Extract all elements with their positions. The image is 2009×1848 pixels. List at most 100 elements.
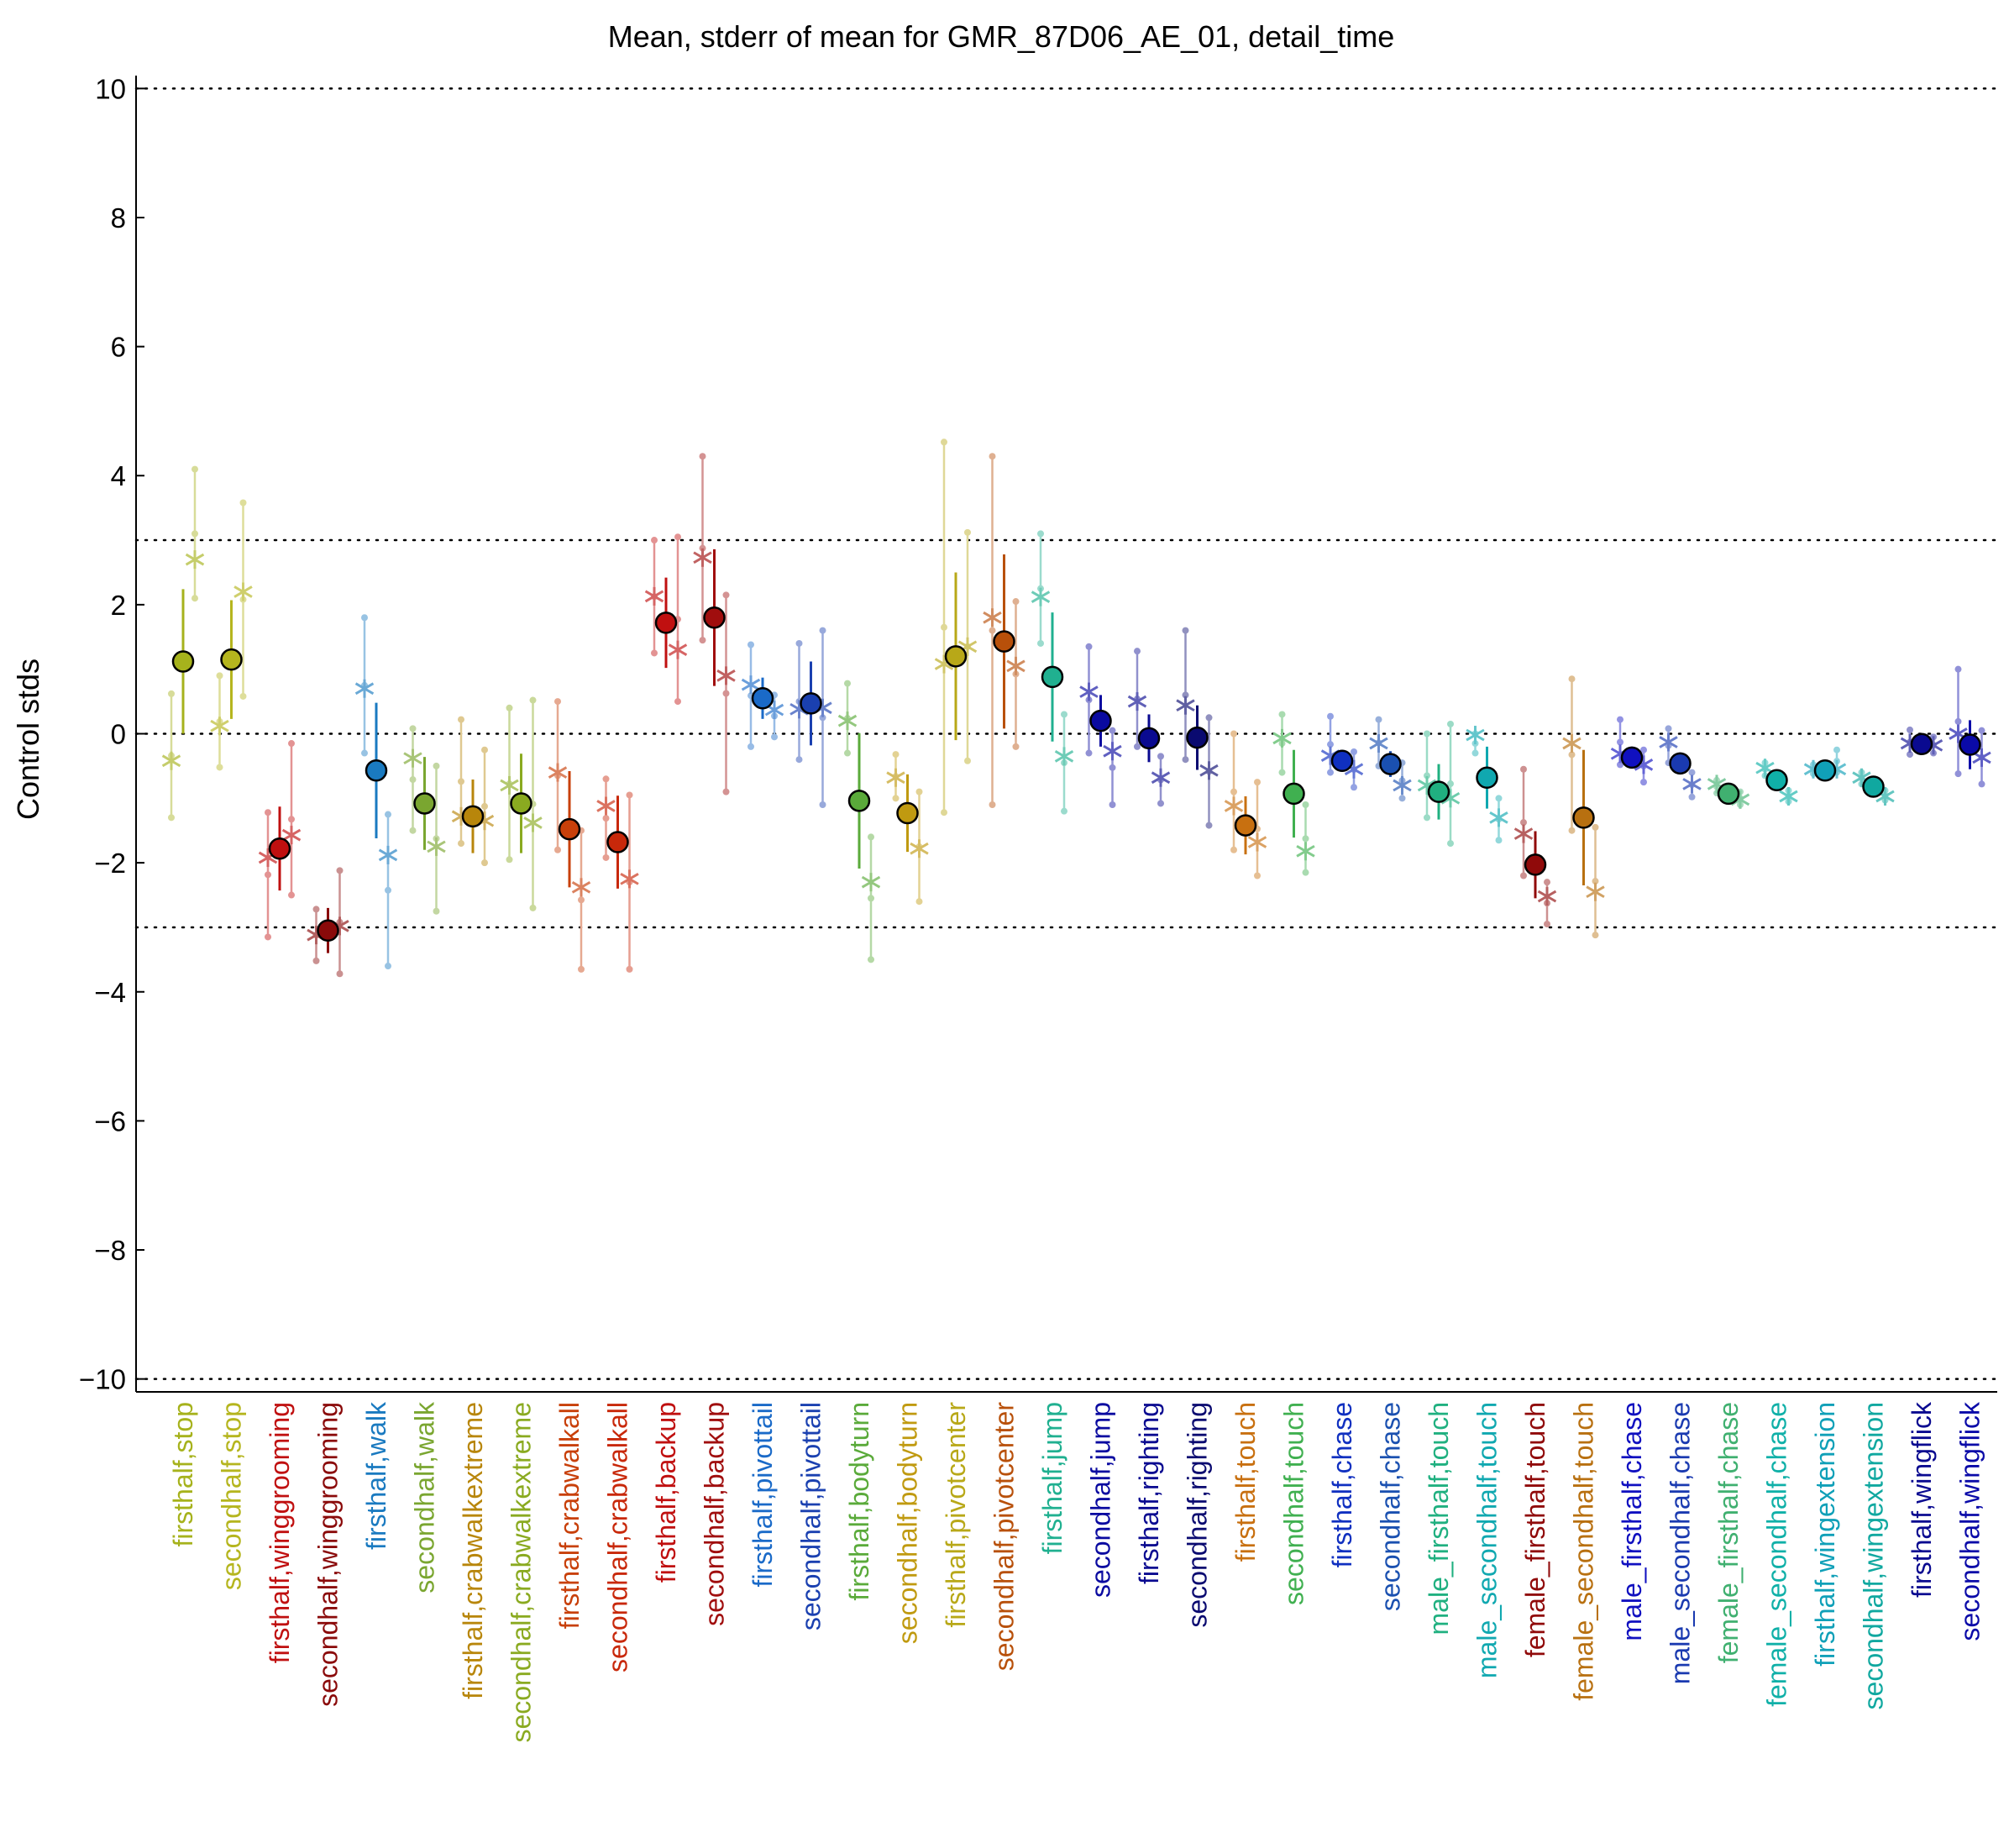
second-range-max-dot	[1640, 746, 1647, 753]
first-range-max-dot	[1568, 675, 1576, 683]
second-range-max-dot	[529, 696, 537, 704]
mean-point	[606, 831, 629, 853]
second-star-point	[185, 550, 205, 570]
category-marks-28	[1513, 765, 1557, 928]
y-tick-label: −2	[94, 848, 126, 879]
first-range-mid-dot	[1424, 772, 1430, 780]
first-range-max-dot	[699, 453, 706, 460]
second-star-point	[1586, 882, 1605, 901]
second-star-point	[1247, 832, 1267, 852]
second-range-min-dot	[674, 698, 681, 706]
second-star-point-stroke	[281, 828, 302, 842]
first-star-point-stroke	[1659, 736, 1678, 748]
first-range-mid-dot	[409, 776, 417, 784]
category-marks-8	[548, 698, 591, 973]
second-range-max-dot	[481, 746, 488, 753]
mean-point	[558, 817, 581, 841]
x-tick-label: female_secondhalf,touch	[1569, 1402, 1599, 1701]
first-star-point-stroke	[1127, 695, 1147, 708]
second-range-min-dot	[964, 757, 971, 764]
x-tick-label: firsthalf,bodyturn	[844, 1402, 874, 1601]
mean-point	[1041, 665, 1064, 689]
second-range-max-dot	[191, 465, 198, 473]
second-range-min-dot	[868, 956, 874, 963]
first-range-min-dot	[1134, 743, 1141, 750]
second-range-max-dot	[1495, 795, 1503, 802]
first-range-max-dot	[506, 704, 513, 711]
category-marks-34	[1803, 746, 1847, 782]
second-range-min-dot	[481, 859, 488, 867]
second-star-point	[1296, 842, 1315, 861]
first-range-max-dot	[1617, 716, 1623, 723]
category-marks-2	[258, 740, 302, 941]
second-range-min-dot	[336, 970, 344, 978]
category-marks-10	[644, 533, 688, 706]
mean-point	[993, 630, 1015, 653]
chart-title: Mean, stderr of mean for GMR_87D06_AE_01…	[608, 19, 1394, 54]
second-range-min-dot	[433, 907, 440, 915]
first-star-point-stroke	[548, 766, 568, 779]
first-star-point-stroke	[1852, 771, 1871, 785]
second-star-point	[716, 666, 736, 685]
first-range-min-dot	[265, 933, 271, 941]
data-marks	[161, 438, 1991, 978]
second-star-point-stroke	[378, 848, 398, 862]
x-tick-label: firsthalf,winggrooming	[265, 1402, 295, 1663]
first-range-min-dot	[409, 827, 417, 834]
first-range-mid-dot	[265, 871, 271, 879]
second-range-max-dot	[1205, 714, 1213, 722]
mean-point	[268, 837, 291, 860]
first-range-max-dot	[602, 775, 610, 783]
first-range-max-dot	[1327, 712, 1334, 720]
second-range-max-dot	[1833, 746, 1840, 753]
second-range-min-dot	[1302, 869, 1309, 876]
first-range-mid-dot	[699, 544, 706, 552]
second-range-min-dot	[578, 965, 585, 973]
second-star-point	[1006, 656, 1025, 675]
y-tick-label: 0	[111, 719, 126, 750]
second-range-min-dot	[1061, 807, 1067, 815]
x-tick-label: secondhalf,chase	[1376, 1402, 1406, 1611]
first-star-point	[837, 711, 858, 731]
first-star-point-stroke	[1949, 727, 1968, 740]
first-star-point-stroke	[983, 611, 1002, 624]
second-star-point	[1393, 775, 1412, 795]
x-tick-label: secondhalf,touch	[1279, 1402, 1309, 1605]
second-star-point	[1779, 787, 1798, 806]
first-star-point-stroke	[1707, 778, 1727, 790]
second-range-min-dot	[626, 965, 633, 973]
second-range-max-dot	[1978, 727, 1985, 734]
mean-point	[847, 790, 871, 812]
mean-point	[220, 648, 243, 671]
mean-point	[1476, 766, 1498, 789]
second-range-max-dot	[1688, 769, 1696, 776]
mean-point	[751, 687, 774, 710]
second-range-mid-dot	[191, 530, 198, 538]
second-range-max-dot	[1061, 711, 1067, 718]
x-tick-label: male_secondhalf,chase	[1665, 1402, 1696, 1684]
first-star-point-stroke	[1272, 732, 1292, 745]
first-star-point-stroke	[1513, 827, 1534, 840]
mean-point	[1572, 806, 1595, 829]
x-tick-label: firsthalf,walk	[361, 1401, 391, 1550]
second-range-max-dot	[1544, 879, 1550, 886]
y-tick-label: 2	[111, 590, 126, 621]
y-tick-label: −6	[94, 1105, 126, 1137]
mean-point	[1717, 782, 1740, 806]
first-range-mid-dot	[458, 778, 464, 785]
category-marks-29	[1562, 675, 1605, 939]
second-star-point-stroke	[1537, 890, 1557, 903]
first-range-max-dot	[1665, 725, 1672, 732]
first-range-min-dot	[216, 764, 223, 771]
first-range-max-dot	[1230, 730, 1237, 738]
second-range-max-dot	[1109, 727, 1116, 734]
second-range-max-dot	[288, 740, 295, 748]
second-star-point	[1972, 748, 1991, 767]
first-range-max-dot	[312, 906, 320, 913]
first-range-min-dot	[747, 743, 754, 750]
x-tick-label: secondhalf,crabwalkextreme	[506, 1402, 537, 1743]
first-star-point	[500, 775, 519, 795]
first-range-max-dot	[1424, 730, 1430, 738]
y-tick-label: 8	[111, 202, 126, 234]
